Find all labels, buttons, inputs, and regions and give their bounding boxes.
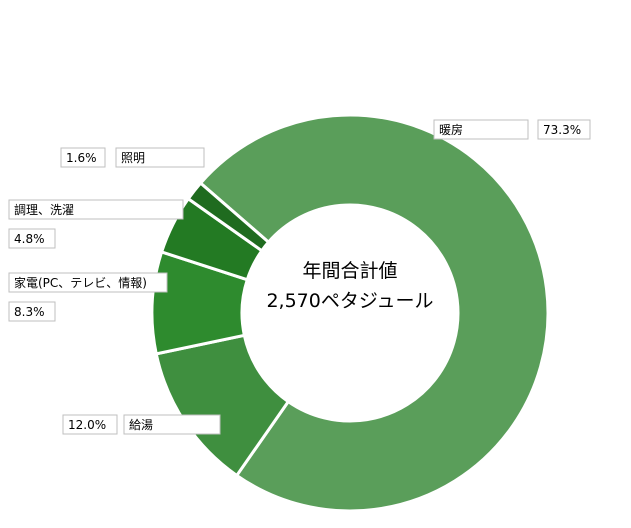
slice-value-4-box-frame — [60, 147, 106, 168]
slice-value-0: 73.3% — [543, 123, 581, 137]
slice-value-3-box: 4.8% — [8, 228, 56, 249]
slice-label-4-box: 照明 — [115, 147, 205, 168]
slice-label-2-box-frame — [8, 272, 168, 293]
slice-value-1-box-frame — [62, 414, 118, 435]
slice-label-4-box-frame — [115, 147, 205, 168]
slice-label-1-box: 給湯 — [123, 414, 221, 435]
slice-value-4: 1.6% — [66, 151, 97, 165]
slice-value-2-box-frame — [8, 301, 56, 322]
slice-value-0-box-frame — [537, 119, 591, 140]
slice-label-0-box: 暖房 — [433, 119, 529, 140]
slice-value-1-box: 12.0% — [62, 414, 118, 435]
slice-label-0-box-frame — [433, 119, 529, 140]
slice-label-0: 暖房 — [439, 122, 463, 137]
slice-label-3: 調理、洗濯 — [14, 203, 74, 217]
center-label-line1: 年間合計値 — [302, 260, 397, 282]
slice-value-0-box: 73.3% — [537, 119, 591, 140]
slice-value-1: 12.0% — [68, 418, 106, 432]
center-label-line2: 2,570ペタジュール — [266, 290, 433, 312]
slice-label-3-box: 調理、洗濯 — [8, 199, 184, 220]
labels: 暖房 73.3% 給湯 12.0% 家電(PC、テレビ、情報) 8.3% 調理、洗濯 4.8%… — [8, 119, 591, 435]
slice-label-1-box-frame — [123, 414, 221, 435]
slice-value-2-box: 8.3% — [8, 301, 56, 322]
slice-label-3-box-frame — [8, 199, 184, 220]
slice-value-3: 4.8% — [14, 232, 45, 246]
slice-label-4: 照明 — [121, 151, 145, 165]
slice-value-2: 8.3% — [14, 305, 45, 319]
slice-label-2-box: 家電(PC、テレビ、情報) — [8, 272, 168, 293]
slice-label-2: 家電(PC、テレビ、情報) — [14, 275, 147, 290]
slice-label-1: 給湯 — [129, 418, 153, 432]
slice-4 — [186, 180, 271, 253]
slices — [150, 113, 550, 513]
slice-value-3-box-frame — [8, 228, 56, 249]
slice-value-4-box: 1.6% — [60, 147, 106, 168]
